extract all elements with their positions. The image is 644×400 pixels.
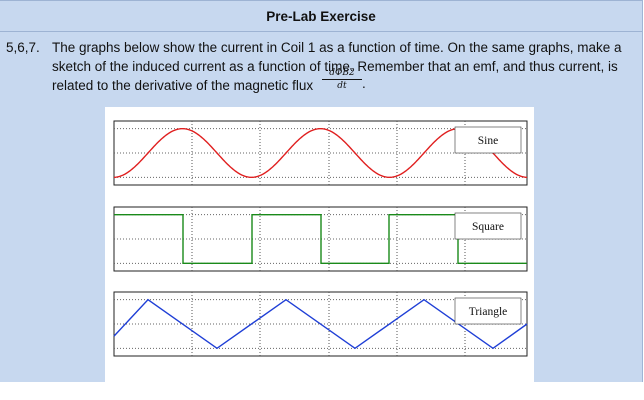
legend-label: Square [472, 221, 504, 233]
sentence-period: . [362, 76, 366, 91]
legend-box [454, 297, 522, 325]
legend-label: Triangle [469, 306, 508, 318]
worksheet: Pre-Lab Exercise 5,6,7. The graphs below… [0, 0, 643, 382]
exercise-line-1: The graphs below show the current in Coi… [52, 40, 622, 55]
graph-triangle: Triangle [113, 291, 528, 357]
graphs-panel: Sine Square Triangle [105, 107, 534, 382]
graph-sine: Sine [113, 120, 528, 186]
legend-box [454, 126, 522, 154]
fraction-numerator: dΦB2 [322, 68, 362, 80]
exercise-number: 5,6,7. [6, 40, 40, 55]
header-bar: Pre-Lab Exercise [0, 0, 642, 32]
page-title: Pre-Lab Exercise [266, 9, 376, 24]
legend-label: Sine [478, 135, 498, 147]
graph-square: Square [113, 206, 528, 272]
triangle-waveform [113, 298, 528, 350]
flux-derivative-fraction: dΦB2 dt [322, 68, 362, 91]
exercise-line-2: sketch of the induced current as a funct… [52, 59, 618, 74]
legend-box [454, 212, 522, 240]
exercise-line-3: related to the derivative of the magneti… [52, 78, 314, 93]
fraction-denominator: dt [337, 81, 347, 91]
graphs-svg: Sine Square Triangle [113, 120, 528, 357]
